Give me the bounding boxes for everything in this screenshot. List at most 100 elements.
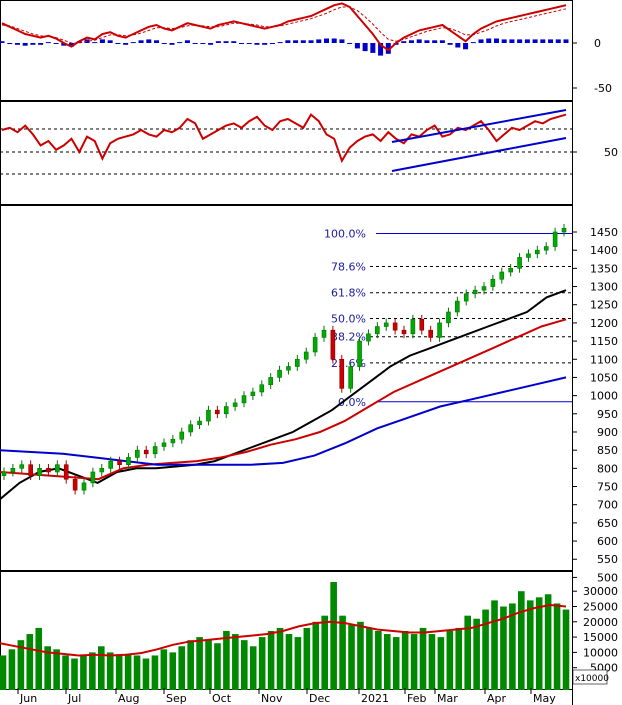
- candle-body: [206, 409, 211, 422]
- macd-histogram-bar: [432, 40, 438, 43]
- macd-histogram-bar: [447, 43, 453, 45]
- volume-bar: [518, 591, 525, 690]
- volume-bar: [187, 640, 194, 690]
- volume-bar: [240, 640, 248, 690]
- volume-bar: [249, 646, 257, 690]
- price-tick-label: 1400: [590, 244, 618, 257]
- candle-body: [286, 366, 291, 371]
- macd-histogram-bar: [316, 39, 322, 43]
- volume-bar: [339, 615, 346, 690]
- macd-histogram-bar: [293, 40, 299, 43]
- volume-bar: [89, 652, 96, 690]
- volume-bar: [142, 658, 150, 690]
- fib-level-label: 50.0%: [331, 313, 366, 326]
- candle-body: [321, 329, 327, 338]
- fib-level-label: 38.2%: [331, 331, 366, 344]
- macd-histogram-bar: [208, 43, 214, 45]
- rsi-channel-upper: [391, 109, 567, 143]
- candle-body: [197, 420, 202, 426]
- volume-bar: [491, 600, 498, 690]
- macd-histogram-bar: [408, 40, 414, 43]
- volume-bar: [294, 637, 302, 690]
- moving-average-line: [0, 289, 567, 500]
- price-tick-label: 800: [597, 462, 618, 475]
- macd-histogram-bar: [200, 43, 206, 44]
- candle-body: [330, 329, 336, 360]
- volume-tick-label: 10000: [583, 646, 618, 659]
- volume-bar: [285, 634, 293, 690]
- panel-border: [0, 205, 573, 571]
- volume-unit-box: [572, 669, 608, 685]
- macd-histogram-bar: [92, 42, 98, 44]
- candle-body: [552, 231, 558, 247]
- x-tick-label: Mar: [437, 692, 458, 705]
- volume-bar: [8, 649, 16, 690]
- volume-bar: [276, 627, 284, 690]
- volume-tick-label: 30000: [583, 585, 618, 598]
- x-tick-label: Oct: [212, 692, 232, 705]
- x-tick-label: Jun: [19, 692, 37, 705]
- candle-body: [561, 228, 567, 233]
- candle-body: [37, 468, 42, 476]
- volume-bar: [160, 649, 168, 690]
- macd-histogram-bar: [146, 39, 152, 43]
- macd-histogram-bar: [509, 39, 515, 43]
- macd-histogram-bar: [154, 40, 160, 43]
- macd-histogram-bar: [169, 43, 175, 45]
- x-tick-label: Dec: [309, 692, 330, 705]
- moving-average-line: [0, 318, 567, 481]
- candle-body: [72, 478, 78, 491]
- volume-bar: [562, 609, 570, 690]
- rsi-panel: 50: [0, 109, 618, 175]
- candle-body: [499, 271, 505, 280]
- rsi-tick-label: 50: [604, 146, 618, 159]
- candle-body: [401, 329, 407, 335]
- candle-body: [232, 402, 238, 407]
- price-tick-label: 1100: [590, 353, 618, 366]
- volume-bar: [106, 652, 114, 690]
- price-tick-label: 850: [597, 444, 618, 457]
- macd-tick-label: 0: [594, 37, 601, 50]
- macd-histogram-bar: [524, 39, 530, 43]
- candle-body: [383, 322, 389, 327]
- macd-histogram-bar: [548, 39, 554, 43]
- macd-histogram-bar: [401, 41, 407, 43]
- volume-bar: [553, 603, 561, 690]
- macd-histogram-bar: [354, 43, 360, 49]
- macd-histogram-bar: [362, 43, 368, 52]
- candle-body: [46, 468, 51, 473]
- volume-bar: [124, 653, 132, 690]
- macd-histogram-bar: [339, 39, 345, 43]
- candle-body: [375, 326, 380, 335]
- macd-histogram-bar: [347, 43, 353, 44]
- candle-body: [472, 289, 478, 295]
- macd-line: [1, 2, 567, 52]
- volume-bar: [544, 594, 552, 690]
- candle-body: [357, 340, 362, 367]
- volume-tick-label: 25000: [583, 601, 618, 614]
- candle-body: [179, 431, 185, 440]
- volume-bar: [321, 615, 329, 690]
- volume-bar: [71, 658, 78, 690]
- macd-histogram-bar: [323, 38, 329, 43]
- volume-bar: [428, 634, 436, 690]
- macd-histogram-bar: [184, 40, 190, 43]
- macd-histogram-bar: [246, 43, 252, 44]
- price-tick-label: 1250: [590, 299, 618, 312]
- candle-body: [108, 460, 113, 469]
- macd-histogram-bar: [370, 43, 376, 53]
- candle-body: [250, 391, 256, 396]
- x-tick-label: Aug: [118, 692, 139, 705]
- macd-histogram-bar: [455, 43, 461, 48]
- price-tick-label: 1300: [590, 281, 618, 294]
- candle-body: [366, 333, 371, 342]
- candle-body: [526, 253, 531, 258]
- volume-tick-label: 15000: [583, 631, 618, 644]
- macd-histogram-bar: [378, 43, 384, 56]
- macd-histogram-bar: [501, 39, 507, 43]
- candle-body: [152, 446, 158, 455]
- candle-body: [392, 322, 398, 331]
- candle-body: [481, 286, 487, 291]
- volume-bar: [26, 634, 34, 690]
